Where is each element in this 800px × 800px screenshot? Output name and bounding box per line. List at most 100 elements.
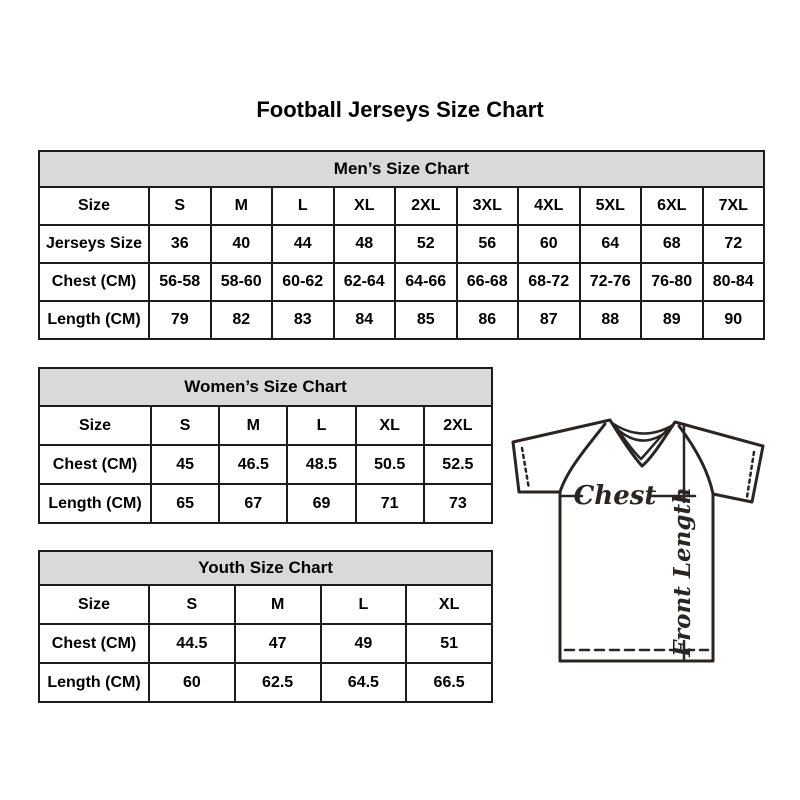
cell-value: 79	[148, 300, 212, 340]
cell-value: 50.5	[354, 444, 425, 485]
row-label: Size	[38, 405, 152, 446]
table-row: Jerseys Size 36 40 44 48 52 56 60 64 68 72	[38, 224, 765, 264]
row-label: Size	[38, 584, 150, 625]
cell-value: 52.5	[422, 444, 494, 485]
jersey-measurement-diagram: Chest Front Length	[511, 418, 765, 663]
cell-value: 60	[517, 224, 581, 264]
cell-value: 80-84	[701, 262, 765, 302]
cell-value: 56-58	[148, 262, 212, 302]
cell-value: 88	[578, 300, 642, 340]
cell-value: 40	[209, 224, 273, 264]
page-title: Football Jerseys Size Chart	[256, 97, 544, 122]
cell-value: S	[149, 405, 221, 446]
cell-value: M	[233, 584, 322, 625]
cell-value: 46.5	[218, 444, 289, 485]
youth-table-title: Youth Size Chart	[38, 550, 493, 586]
cell-value: 44.5	[148, 623, 236, 664]
cell-value: 71	[354, 483, 425, 524]
left-armhole-seam	[558, 422, 607, 494]
cell-value: L	[319, 584, 408, 625]
cell-value: 7XL	[701, 186, 765, 226]
front-length-label: Front Length	[669, 487, 696, 658]
cell-value: 82	[209, 300, 273, 340]
cell-value: 62-64	[332, 262, 396, 302]
cell-value: 60	[148, 662, 236, 703]
cell-value: 86	[455, 300, 519, 340]
right-cuff-dashed-line	[745, 450, 756, 499]
mens-table-title: Men’s Size Chart	[38, 150, 765, 188]
cell-value: 2XL	[422, 405, 494, 446]
cell-value: 51	[405, 623, 493, 664]
cell-value: 6XL	[640, 186, 704, 226]
row-label: Size	[38, 186, 150, 226]
mens-size-table: Men’s Size Chart Size S M L XL 2XL 3XL 4XL 5XL 6X…	[38, 150, 765, 340]
cell-value: 64	[578, 224, 642, 264]
cell-value: 89	[640, 300, 704, 340]
womens-table-title: Women’s Size Chart	[38, 367, 493, 407]
cell-value: XL	[405, 584, 493, 625]
cell-value: S	[148, 584, 236, 625]
cell-value: 67	[218, 483, 289, 524]
table-row: Chest (CM) 56-58 58-60 60-62 62-64 64-66 66-68…	[38, 262, 765, 302]
cell-value: 45	[149, 444, 221, 485]
table-row: Length (CM) 60 62.5 64.5 66.5	[38, 662, 493, 703]
cell-value: 56	[455, 224, 519, 264]
cell-value: 65	[149, 483, 221, 524]
youth-size-table: Youth Size Chart Size S M L XL Chest (CM) 44.5…	[38, 550, 493, 703]
table-row: Length (CM) 65 67 69 71 73	[38, 483, 494, 524]
cell-value: 73	[422, 483, 494, 524]
row-label: Chest (CM)	[38, 623, 150, 664]
womens-size-table: Women’s Size Chart Size S M L XL 2XL Chest (CM…	[38, 367, 494, 524]
cell-value: M	[209, 186, 273, 226]
cell-value: XL	[332, 186, 396, 226]
table-row: Length (CM) 79 82 83 84 85 86 87 88 89 90	[38, 300, 765, 340]
cell-value: 83	[271, 300, 335, 340]
cell-value: 64-66	[394, 262, 458, 302]
cell-value: 48	[332, 224, 396, 264]
cell-value: 72-76	[578, 262, 642, 302]
chest-label: Chest	[574, 481, 657, 511]
table-row: Chest (CM) 44.5 47 49 51	[38, 623, 493, 664]
row-label: Length (CM)	[38, 300, 150, 340]
cell-value: 90	[701, 300, 765, 340]
cell-value: 64.5	[319, 662, 408, 703]
cell-value: 3XL	[455, 186, 519, 226]
cell-value: 58-60	[209, 262, 273, 302]
row-label: Length (CM)	[38, 483, 152, 524]
table-row: Chest (CM) 45 46.5 48.5 50.5 52.5	[38, 444, 494, 485]
cell-value: 62.5	[233, 662, 322, 703]
cell-value: 60-62	[271, 262, 335, 302]
cell-value: 66.5	[405, 662, 493, 703]
row-label: Chest (CM)	[38, 444, 152, 485]
cell-value: 69	[286, 483, 357, 524]
cell-value: 44	[271, 224, 335, 264]
cell-value: 49	[319, 623, 408, 664]
cell-value: 68-72	[517, 262, 581, 302]
table-row: Size S M L XL	[38, 584, 493, 625]
cell-value: 48.5	[286, 444, 357, 485]
left-cuff-dashed-line	[520, 446, 531, 491]
row-label: Jerseys Size	[38, 224, 150, 264]
jersey-outline	[511, 418, 765, 663]
row-label: Length (CM)	[38, 662, 150, 703]
cell-value: 4XL	[517, 186, 581, 226]
table-header-row: Men’s Size Chart	[38, 150, 765, 188]
cell-value: 68	[640, 224, 704, 264]
cell-value: 76-80	[640, 262, 704, 302]
cell-value: 84	[332, 300, 396, 340]
collar-inner-v	[614, 425, 671, 461]
cell-value: 2XL	[394, 186, 458, 226]
table-header-row: Youth Size Chart	[38, 550, 493, 586]
table-row: Size S M L XL 2XL 3XL 4XL 5XL 6XL 7XL	[38, 186, 765, 226]
cell-value: L	[286, 405, 357, 446]
cell-value: 66-68	[455, 262, 519, 302]
table-header-row: Women’s Size Chart	[38, 367, 493, 407]
table-row: Size S M L XL 2XL	[38, 405, 494, 446]
cell-value: 47	[233, 623, 322, 664]
collar-back-arc	[610, 421, 675, 435]
cell-value: 36	[148, 224, 212, 264]
cell-value: 5XL	[578, 186, 642, 226]
row-label: Chest (CM)	[38, 262, 150, 302]
cell-value: M	[218, 405, 289, 446]
